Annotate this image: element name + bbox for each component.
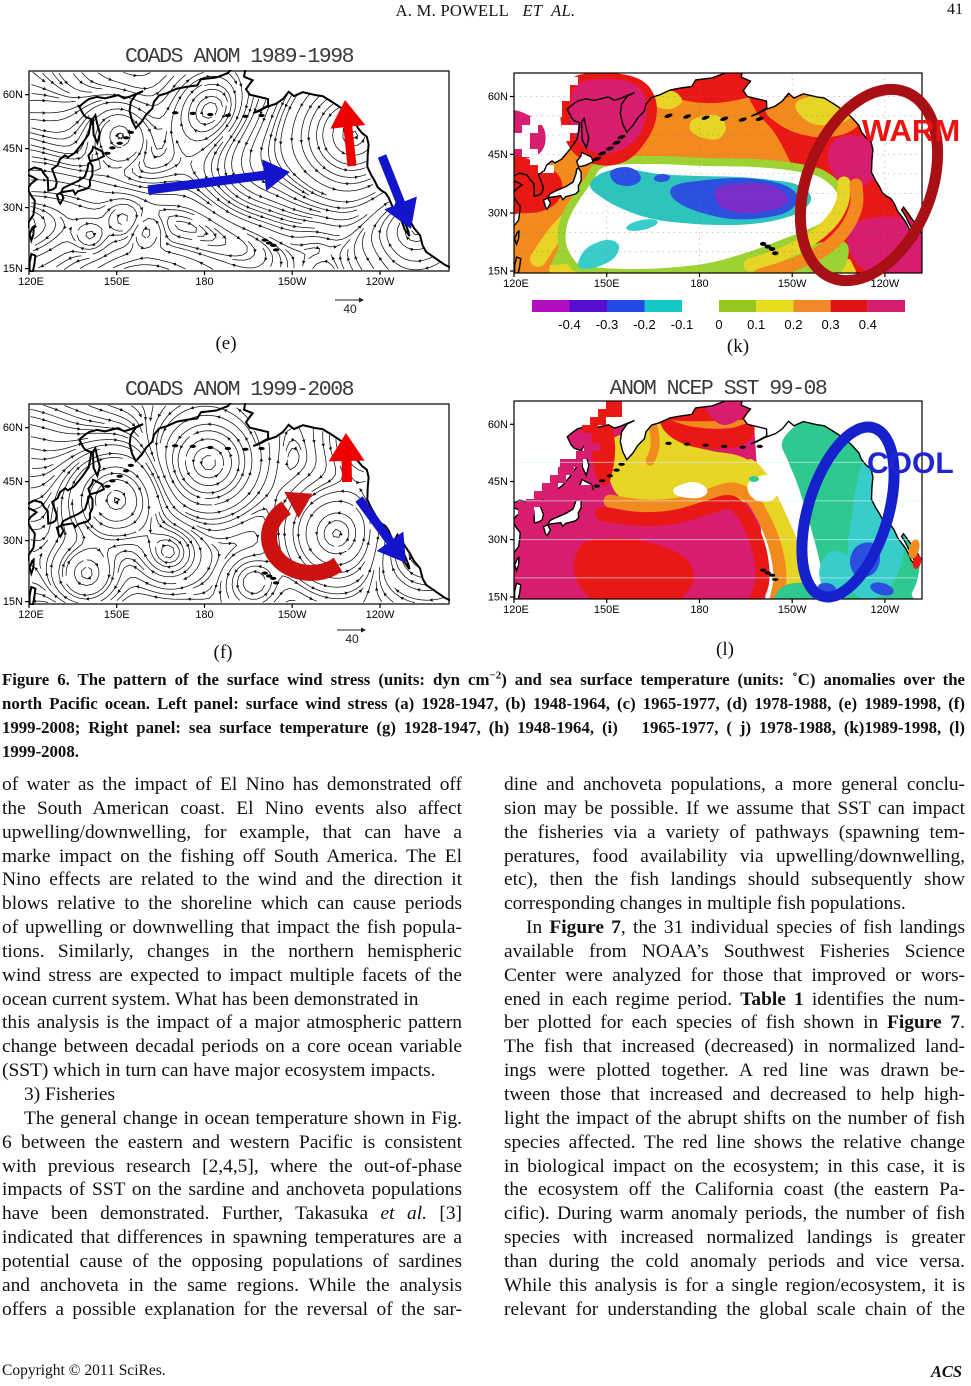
svg-text:-0.2: -0.2 (633, 317, 655, 332)
svg-text:120W: 120W (871, 278, 900, 290)
svg-text:0.1: 0.1 (747, 317, 765, 332)
svg-text:45N: 45N (488, 476, 508, 488)
svg-text:0: 0 (715, 317, 722, 332)
svg-text:(k): (k) (727, 336, 749, 357)
svg-text:WARM: WARM (862, 113, 960, 148)
svg-text:150E: 150E (594, 604, 620, 616)
svg-text:ANOM NCEP SST 99-08: ANOM NCEP SST 99-08 (610, 377, 827, 401)
svg-text:30N: 30N (488, 208, 508, 220)
svg-text:-0.3: -0.3 (596, 317, 618, 332)
svg-text:150E: 150E (104, 609, 130, 621)
svg-text:150W: 150W (278, 276, 307, 288)
svg-text:180: 180 (195, 276, 213, 288)
svg-text:150E: 150E (104, 276, 130, 288)
svg-text:15N: 15N (3, 596, 23, 608)
svg-text:60N: 60N (488, 419, 508, 431)
svg-text:60N: 60N (3, 422, 23, 434)
svg-text:-0.4: -0.4 (558, 317, 580, 332)
svg-text:150E: 150E (594, 278, 620, 290)
svg-text:150W: 150W (778, 604, 807, 616)
svg-text:0.3: 0.3 (822, 317, 840, 332)
svg-text:120W: 120W (366, 276, 395, 288)
svg-text:15N: 15N (3, 263, 23, 275)
svg-text:30N: 30N (3, 535, 23, 547)
svg-text:45N: 45N (3, 476, 23, 488)
svg-text:(l): (l) (716, 639, 734, 660)
svg-text:0.4: 0.4 (859, 317, 877, 332)
svg-text:180: 180 (690, 604, 708, 616)
svg-text:40: 40 (345, 632, 359, 646)
svg-text:0.2: 0.2 (784, 317, 802, 332)
svg-text:120E: 120E (18, 609, 44, 621)
svg-text:150W: 150W (778, 278, 807, 290)
svg-text:15N: 15N (488, 266, 508, 278)
svg-text:180: 180 (195, 609, 213, 621)
svg-text:(f): (f) (214, 642, 233, 663)
svg-text:COADS ANOM 1999-2008: COADS ANOM 1999-2008 (125, 378, 354, 402)
svg-text:(e): (e) (215, 333, 236, 354)
svg-text:30N: 30N (488, 534, 508, 546)
svg-text:-0.1: -0.1 (671, 317, 693, 332)
svg-text:120E: 120E (503, 278, 529, 290)
svg-text:120W: 120W (871, 604, 900, 616)
svg-text:120E: 120E (18, 276, 44, 288)
svg-text:30N: 30N (3, 202, 23, 214)
svg-text:60N: 60N (488, 91, 508, 103)
svg-text:40: 40 (343, 302, 357, 316)
svg-text:COADS ANOM 1989-1998: COADS ANOM 1989-1998 (125, 45, 354, 69)
svg-text:45N: 45N (488, 149, 508, 161)
svg-text:COOL: COOL (867, 447, 954, 480)
svg-text:45N: 45N (3, 143, 23, 155)
svg-text:120E: 120E (503, 604, 529, 616)
svg-text:60N: 60N (3, 89, 23, 101)
svg-text:150W: 150W (278, 609, 307, 621)
svg-text:120W: 120W (366, 609, 395, 621)
svg-text:180: 180 (690, 278, 708, 290)
svg-text:15N: 15N (488, 592, 508, 604)
